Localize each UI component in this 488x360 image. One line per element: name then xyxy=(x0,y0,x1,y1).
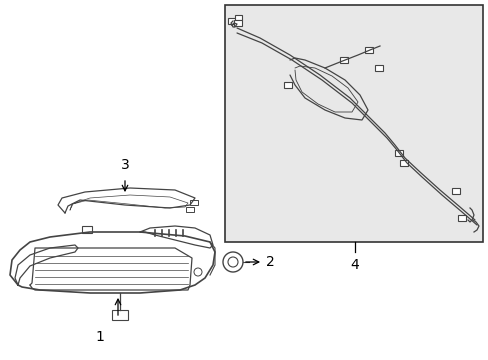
Bar xyxy=(284,82,291,88)
Bar xyxy=(224,5,482,242)
Bar xyxy=(339,57,347,63)
Text: 3: 3 xyxy=(121,158,129,172)
Bar xyxy=(374,65,382,71)
Bar xyxy=(112,310,128,320)
Bar xyxy=(190,200,198,205)
Bar xyxy=(451,188,459,194)
Bar xyxy=(185,207,194,212)
Circle shape xyxy=(227,257,238,267)
Circle shape xyxy=(194,268,202,276)
Bar xyxy=(399,160,407,166)
Bar xyxy=(234,20,242,26)
Bar xyxy=(235,15,242,20)
Bar xyxy=(364,47,372,53)
Bar xyxy=(227,18,236,24)
Text: 1: 1 xyxy=(95,330,104,344)
Circle shape xyxy=(223,252,243,272)
Text: 2: 2 xyxy=(265,255,274,269)
Bar xyxy=(394,150,402,156)
Bar xyxy=(82,226,92,233)
Text: 4: 4 xyxy=(350,258,359,272)
Bar xyxy=(457,215,465,221)
